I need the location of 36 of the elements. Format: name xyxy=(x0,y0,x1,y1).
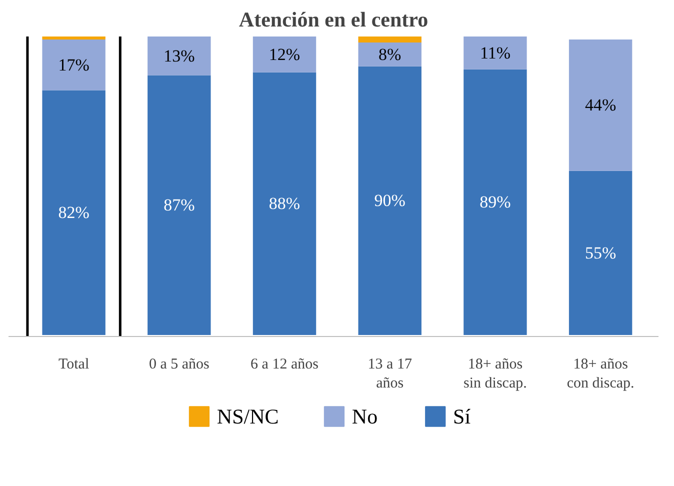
x-tick-label: 18+ años sin discap. xyxy=(464,356,527,392)
x-tick-label: 13 a 17 años xyxy=(368,356,412,392)
bar xyxy=(568,170,632,336)
data-label: 82% xyxy=(58,203,90,222)
data-label: 12% xyxy=(268,44,300,64)
legend-label: No xyxy=(352,404,378,428)
chart-title: Atención en el centro xyxy=(238,8,428,32)
bar xyxy=(464,69,527,336)
bar xyxy=(42,36,106,40)
data-label: 87% xyxy=(164,196,195,215)
x-tick-label: 18+ años con discap. xyxy=(566,356,634,392)
bar xyxy=(148,36,211,76)
data-label: 44% xyxy=(584,96,616,115)
x-tick-label: 0 a 5 años xyxy=(148,356,210,372)
data-label: 13% xyxy=(164,46,195,66)
data-label: 90% xyxy=(374,191,406,210)
bar xyxy=(42,90,106,336)
data-label: 17% xyxy=(58,55,90,74)
data-label: 89% xyxy=(480,192,511,212)
bar xyxy=(358,42,422,66)
bar xyxy=(252,36,316,72)
x-tick-label: 6 a 12 años xyxy=(250,356,319,372)
data-label: 55% xyxy=(584,243,616,262)
x-tick-label: Total xyxy=(58,356,90,372)
legend-label: Sí xyxy=(453,404,471,428)
data-label: 8% xyxy=(378,44,402,64)
bar xyxy=(568,39,632,171)
data-label: 11% xyxy=(480,43,510,62)
bar xyxy=(464,36,527,70)
bar xyxy=(358,66,422,336)
legend-label: NS/NC xyxy=(216,404,279,428)
bar xyxy=(148,75,211,336)
data-label: 88% xyxy=(268,194,300,214)
bar xyxy=(358,36,422,42)
bar xyxy=(42,39,106,90)
bar xyxy=(252,72,316,336)
